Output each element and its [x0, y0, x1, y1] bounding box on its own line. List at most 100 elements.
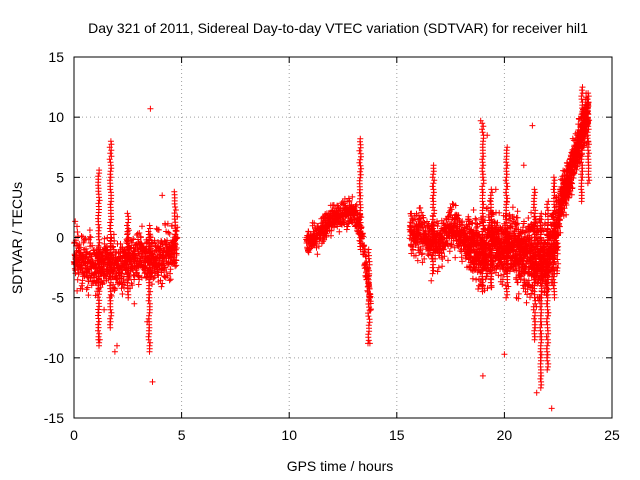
data-point	[167, 270, 173, 277]
data-point	[130, 235, 137, 242]
data-point	[145, 291, 152, 298]
data-point	[548, 405, 555, 412]
data-point	[158, 283, 165, 290]
data-point	[356, 147, 363, 154]
data-point	[357, 150, 364, 157]
data-point	[585, 156, 592, 163]
data-point	[430, 198, 437, 205]
data-point	[531, 327, 538, 334]
data-point	[586, 177, 593, 184]
data-point	[96, 230, 102, 237]
data-point	[131, 300, 138, 307]
data-point	[164, 237, 171, 244]
data-point	[538, 378, 545, 385]
data-point	[77, 244, 84, 251]
data-point	[107, 321, 113, 328]
data-point	[435, 264, 442, 271]
data-point	[155, 272, 162, 279]
data-point	[537, 303, 544, 310]
data-point	[479, 129, 486, 136]
data-point	[124, 210, 131, 217]
data-point	[357, 156, 364, 163]
data-point	[145, 279, 152, 286]
data-point	[107, 228, 114, 235]
data-point	[146, 222, 153, 229]
data-point	[533, 389, 540, 396]
data-point	[503, 294, 510, 301]
data-point	[503, 147, 510, 154]
data-point	[125, 213, 132, 220]
data-point	[543, 300, 550, 307]
data-point	[128, 239, 135, 246]
data-point	[159, 280, 166, 287]
data-point	[89, 242, 96, 249]
data-point	[429, 264, 436, 271]
data-point	[504, 144, 511, 151]
data-point	[165, 229, 172, 236]
data-point	[431, 177, 438, 184]
data-point	[357, 162, 364, 169]
data-point	[86, 227, 93, 234]
data-point	[365, 331, 372, 338]
data-point	[479, 372, 486, 379]
data-point	[330, 202, 337, 208]
data-point	[504, 183, 511, 190]
data-point	[108, 147, 115, 154]
data-point	[75, 269, 82, 276]
data-point	[74, 223, 80, 230]
data-point	[147, 339, 154, 346]
data-point	[479, 156, 486, 163]
data-point	[145, 297, 152, 304]
data-point	[578, 171, 585, 178]
data-point	[334, 223, 341, 230]
data-point	[544, 303, 551, 310]
data-point	[107, 315, 114, 322]
data-point	[87, 234, 94, 241]
data-point	[162, 264, 169, 271]
data-point	[336, 228, 343, 235]
data-point	[95, 333, 102, 340]
data-point	[584, 180, 591, 187]
data-point	[171, 210, 178, 217]
data-point	[357, 174, 364, 181]
data-point	[578, 177, 585, 184]
data-point	[503, 186, 510, 193]
data-point	[529, 122, 536, 129]
data-point	[430, 267, 437, 274]
data-point	[531, 315, 538, 322]
data-point	[585, 93, 592, 100]
data-point	[147, 105, 154, 112]
data-point	[365, 322, 372, 329]
data-point	[544, 315, 550, 322]
data-point	[544, 342, 551, 349]
data-point	[96, 239, 103, 246]
y-tick-label: 0	[56, 230, 64, 246]
data-point	[473, 276, 480, 283]
data-point	[95, 321, 102, 328]
y-axis-label: SDTVAR / TECUs	[9, 182, 25, 294]
data-point	[550, 180, 557, 187]
data-point	[121, 284, 128, 291]
data-point	[167, 266, 174, 273]
data-point	[161, 273, 168, 280]
data-point	[357, 135, 364, 142]
y-tick-label: -10	[44, 350, 64, 366]
data-point	[550, 186, 557, 193]
data-point	[446, 248, 453, 255]
data-point	[96, 236, 102, 243]
data-point	[538, 336, 545, 343]
data-point	[108, 189, 114, 196]
data-point	[145, 333, 152, 340]
data-point	[366, 316, 373, 323]
data-point	[430, 213, 437, 220]
data-point	[147, 288, 154, 295]
data-point	[173, 257, 180, 264]
data-point	[551, 183, 558, 190]
x-tick-label: 5	[178, 427, 186, 443]
data-point	[480, 162, 487, 169]
data-point	[428, 277, 435, 284]
data-point	[146, 300, 153, 307]
data-point	[578, 189, 585, 196]
data-point	[509, 204, 516, 211]
data-point	[356, 177, 363, 184]
